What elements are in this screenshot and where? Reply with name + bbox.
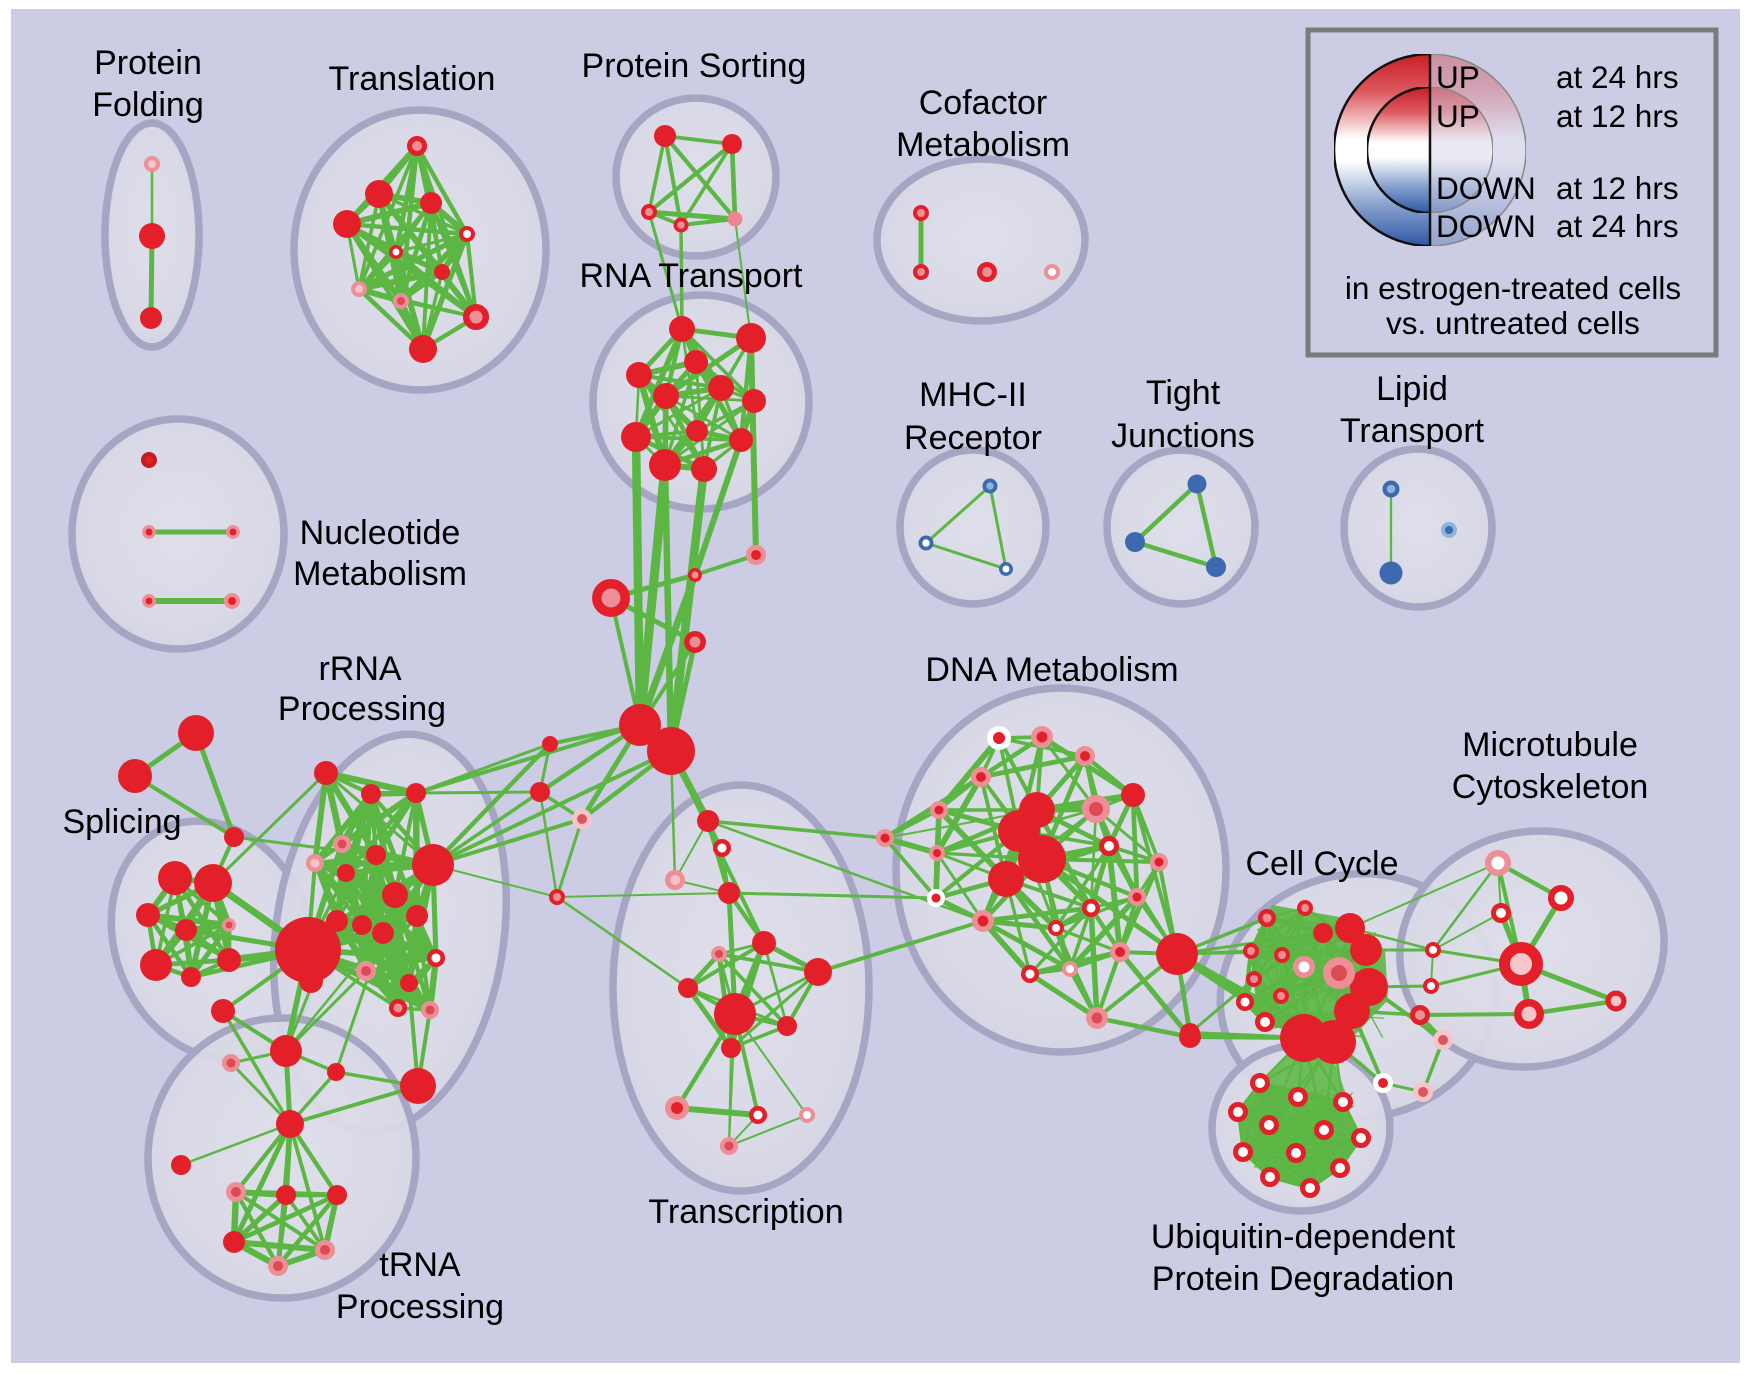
svg-text:Splicing: Splicing <box>62 803 181 841</box>
svg-text:UP: UP <box>1436 98 1480 134</box>
svg-text:tRNA: tRNA <box>379 1246 461 1284</box>
svg-text:Protein: Protein <box>94 44 202 82</box>
svg-text:Transport: Transport <box>1340 412 1485 450</box>
svg-text:Ubiquitin-dependent: Ubiquitin-dependent <box>1151 1218 1456 1256</box>
svg-text:at 12 hrs: at 12 hrs <box>1556 98 1679 134</box>
svg-text:Processing: Processing <box>336 1288 504 1326</box>
svg-text:Translation: Translation <box>329 60 496 98</box>
svg-text:in estrogen-treated cells: in estrogen-treated cells <box>1345 270 1681 306</box>
svg-text:Lipid: Lipid <box>1376 370 1448 408</box>
svg-text:Cofactor: Cofactor <box>919 84 1048 122</box>
svg-text:Junctions: Junctions <box>1111 417 1255 455</box>
svg-text:Cytoskeleton: Cytoskeleton <box>1452 768 1649 806</box>
svg-text:Metabolism: Metabolism <box>896 126 1070 164</box>
svg-text:Protein Degradation: Protein Degradation <box>1152 1260 1454 1298</box>
svg-text:at 24 hrs: at 24 hrs <box>1556 208 1679 244</box>
svg-text:Cell Cycle: Cell Cycle <box>1245 845 1398 883</box>
svg-text:at 24 hrs: at 24 hrs <box>1556 59 1679 95</box>
svg-text:Receptor: Receptor <box>904 419 1042 457</box>
svg-text:RNA Transport: RNA Transport <box>580 257 804 295</box>
svg-text:Nucleotide: Nucleotide <box>300 514 461 552</box>
svg-text:Transcription: Transcription <box>648 1193 843 1231</box>
svg-text:MHC-II: MHC-II <box>919 376 1027 414</box>
svg-text:at 12 hrs: at 12 hrs <box>1556 170 1679 206</box>
svg-text:DNA Metabolism: DNA Metabolism <box>925 651 1178 689</box>
svg-text:Microtubule: Microtubule <box>1462 726 1638 764</box>
svg-text:Metabolism: Metabolism <box>293 555 467 593</box>
svg-text:vs. untreated cells: vs. untreated cells <box>1386 305 1640 341</box>
svg-text:Folding: Folding <box>92 86 204 124</box>
svg-text:Tight: Tight <box>1146 374 1221 412</box>
svg-text:DOWN: DOWN <box>1436 208 1536 244</box>
svg-text:UP: UP <box>1436 59 1480 95</box>
svg-text:Processing: Processing <box>278 690 446 728</box>
svg-text:rRNA: rRNA <box>318 650 401 688</box>
svg-text:DOWN: DOWN <box>1436 170 1536 206</box>
svg-text:Protein Sorting: Protein Sorting <box>582 47 807 85</box>
